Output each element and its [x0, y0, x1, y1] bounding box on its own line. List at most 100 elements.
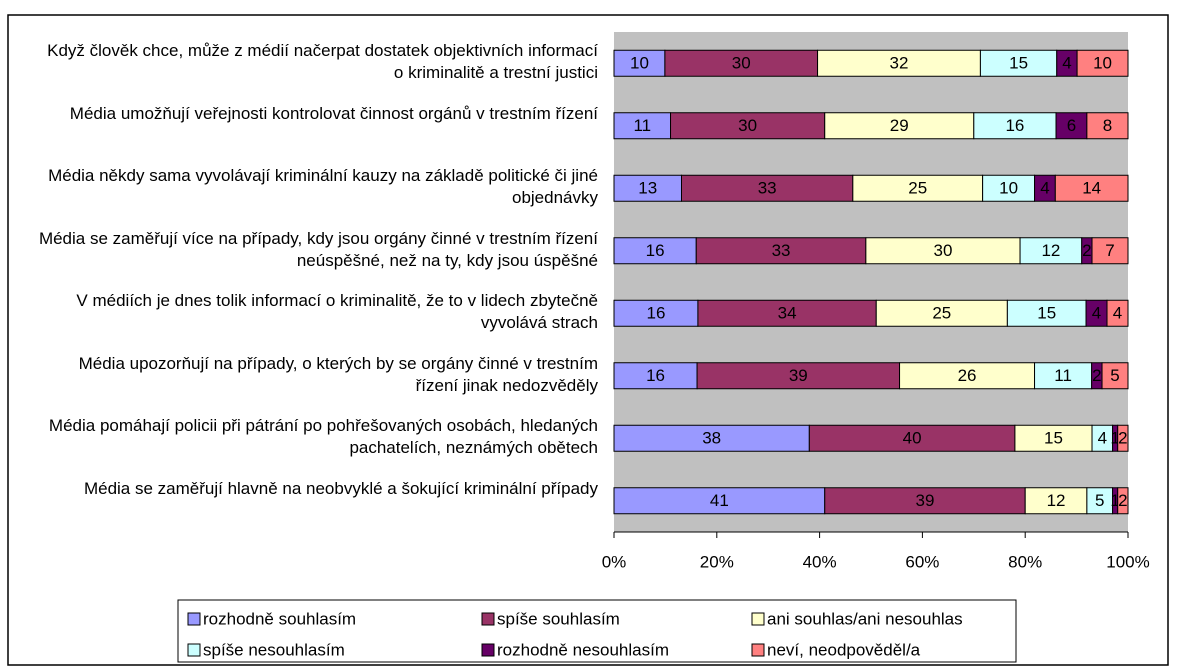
- bar-segment: [1106, 299, 1129, 327]
- value-label: 16: [1005, 116, 1024, 135]
- value-label: 1: [1110, 429, 1119, 448]
- value-label: 25: [932, 304, 951, 323]
- value-label: 1: [1110, 491, 1119, 510]
- value-label: 26: [958, 366, 977, 385]
- value-label: 2: [1118, 429, 1127, 448]
- value-label: 2: [1082, 241, 1091, 260]
- bar-segment: [875, 299, 1008, 327]
- legend-label: neví, neodpověděl/a: [767, 640, 921, 659]
- category-label: Média upozorňují na případy, o kterých b…: [78, 353, 598, 395]
- bar-segment: [1091, 237, 1129, 265]
- bar-segment: [696, 362, 901, 390]
- value-label: 11: [633, 116, 651, 135]
- value-label: 29: [890, 116, 909, 135]
- value-label: 32: [890, 54, 909, 73]
- value-label: 15: [1009, 54, 1028, 73]
- plot-area: [614, 32, 1128, 532]
- value-label: 30: [738, 116, 757, 135]
- bar-segment: [1019, 237, 1083, 265]
- category-label: Média někdy sama vyvolávají kriminální k…: [48, 166, 598, 208]
- value-label: 39: [789, 366, 808, 385]
- bar-segment: [1054, 174, 1129, 202]
- value-label: 15: [1044, 429, 1063, 448]
- legend-swatch: [187, 612, 201, 626]
- bar-segment: [1101, 362, 1129, 390]
- value-label: 12: [1041, 241, 1060, 260]
- value-label: 4: [1040, 179, 1049, 198]
- bar-segment: [899, 362, 1036, 390]
- category-label: Média umožňují veřejnosti kontrolovat či…: [69, 103, 598, 123]
- value-label: 16: [646, 241, 665, 260]
- bar-segment: [1117, 487, 1129, 515]
- bar-segment: [613, 299, 699, 327]
- x-tick-label: 0%: [602, 552, 627, 571]
- legend-label: spíše souhlasím: [497, 609, 620, 628]
- value-label: 16: [646, 366, 665, 385]
- value-label: 10: [630, 54, 649, 73]
- bar-segment: [982, 174, 1036, 202]
- value-label: 40: [903, 429, 922, 448]
- bar-segment: [1086, 112, 1129, 140]
- value-label: 4: [1098, 429, 1107, 448]
- bar-segment: [979, 49, 1058, 77]
- legend-box: [177, 599, 1017, 663]
- bar-segment: [1034, 362, 1093, 390]
- value-label: 4: [1113, 304, 1122, 323]
- category-label: Když člověk chce, může z médií načerpat …: [47, 41, 598, 83]
- legend-swatch: [751, 612, 765, 626]
- x-tick-label: 80%: [1008, 552, 1042, 571]
- legend-swatch: [481, 643, 495, 657]
- value-label: 25: [908, 179, 927, 198]
- bar-segment: [613, 112, 672, 140]
- bar-segment: [613, 237, 697, 265]
- bar-segment: [1117, 424, 1129, 452]
- bar-segment: [824, 487, 1026, 515]
- chart-frame: [7, 14, 1169, 666]
- value-label: 38: [702, 429, 721, 448]
- bar-segment: [1006, 299, 1087, 327]
- value-label: 30: [933, 241, 952, 260]
- legend-label: rozhodně souhlasím: [203, 609, 356, 628]
- bar-segment: [670, 112, 826, 140]
- bar-segment: [865, 237, 1021, 265]
- legend-label: spíše nesouhlasím: [203, 640, 345, 659]
- bar-segment: [1055, 112, 1088, 140]
- bar-segment: [824, 112, 975, 140]
- value-label: 13: [638, 179, 657, 198]
- category-label: Média se zaměřují více na případy, kdy j…: [38, 228, 598, 270]
- value-label: 4: [1062, 54, 1071, 73]
- value-label: 11: [1054, 366, 1072, 385]
- legend-swatch: [751, 643, 765, 657]
- bar-segment: [697, 299, 877, 327]
- value-label: 30: [732, 54, 751, 73]
- legend-label: rozhodně nesouhlasím: [497, 640, 669, 659]
- category-label: V médiích je dnes tolik informací o krim…: [76, 291, 598, 333]
- value-label: 16: [646, 304, 665, 323]
- x-tick-label: 20%: [700, 552, 734, 571]
- bar-segment: [613, 362, 698, 390]
- value-label: 8: [1103, 116, 1112, 135]
- value-label: 33: [772, 241, 791, 260]
- value-label: 6: [1067, 116, 1076, 135]
- bar-segment: [613, 49, 666, 77]
- value-label: 12: [1047, 491, 1066, 510]
- bar-segment: [613, 174, 682, 202]
- value-label: 5: [1110, 366, 1119, 385]
- value-label: 2: [1092, 366, 1101, 385]
- value-label: 2: [1118, 491, 1127, 510]
- bar-segment: [1086, 487, 1114, 515]
- legend-label: ani souhlas/ani nesouhlas: [767, 609, 963, 628]
- value-label: 5: [1095, 491, 1104, 510]
- category-label: Média pomáhají policii při pátrání po po…: [48, 416, 598, 458]
- value-label: 10: [999, 179, 1018, 198]
- category-label: Média se zaměřují hlavně na neobvyklé a …: [83, 478, 598, 498]
- value-label: 10: [1093, 54, 1112, 73]
- value-label: 14: [1082, 179, 1101, 198]
- value-label: 7: [1105, 241, 1114, 260]
- bar-segment: [1024, 487, 1088, 515]
- value-label: 15: [1037, 304, 1056, 323]
- bar-segment: [808, 424, 1016, 452]
- bar-segment: [1076, 49, 1129, 77]
